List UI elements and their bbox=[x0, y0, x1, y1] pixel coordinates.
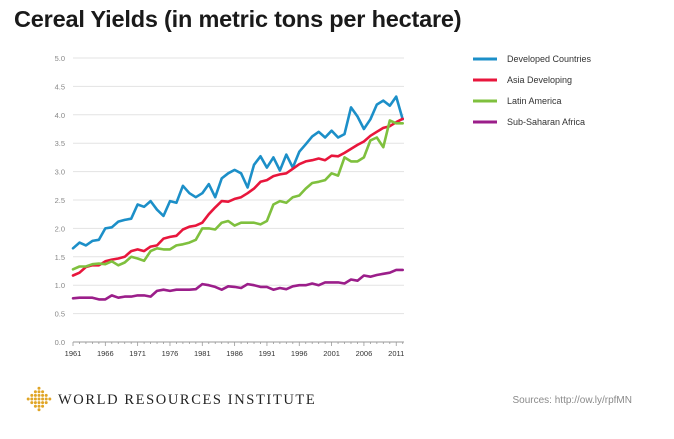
x-tick-label: 2011 bbox=[388, 349, 404, 358]
axes: 0.0 0.5 1.0 1.5 2.0 2.5 3.0 3.5 4.0 4.5 5.0 1961 196… bbox=[55, 54, 405, 358]
cereal-yields-line-chart: 0.0 0.5 1.0 1.5 2.0 2.5 3.0 3.5 4.0 4.5 5.0 1961 196… bbox=[55, 54, 592, 358]
legend-label: Sub-Saharan Africa bbox=[507, 117, 585, 127]
legend-label: Asia Developing bbox=[507, 75, 572, 85]
x-tick-label: 1986 bbox=[226, 349, 243, 358]
y-tick-label: 1.5 bbox=[55, 253, 65, 262]
y-tick-label: 4.5 bbox=[55, 82, 65, 91]
y-tick-label: 4.0 bbox=[55, 111, 65, 120]
y-tick-label: 1.0 bbox=[55, 281, 65, 290]
x-tick-label: 1971 bbox=[129, 349, 146, 358]
series-line-developed-countries bbox=[71, 95, 405, 250]
x-tick-label: 1976 bbox=[162, 349, 179, 358]
gridlines bbox=[73, 57, 404, 343]
series-line-sub-saharan-africa bbox=[71, 268, 405, 301]
x-tick-label: 1991 bbox=[259, 349, 276, 358]
y-tick-label: 2.0 bbox=[55, 224, 65, 233]
x-tick-label: 1961 bbox=[65, 349, 82, 358]
series-line-latin-america bbox=[71, 119, 405, 271]
chart-title: Cereal Yields (in metric tons per hectar… bbox=[14, 6, 462, 32]
x-tick-label: 1996 bbox=[291, 349, 308, 358]
x-tick-label: 1981 bbox=[194, 349, 211, 358]
y-tick-label: 0.0 bbox=[55, 338, 65, 347]
legend: Developed Countries Asia Developing Latin … bbox=[473, 54, 592, 127]
x-tick-label: 2001 bbox=[323, 349, 340, 358]
y-tick-label: 3.0 bbox=[55, 168, 65, 177]
series-line-asia-developing bbox=[71, 117, 405, 277]
y-tick-label: 5.0 bbox=[55, 54, 65, 63]
source-citation[interactable]: Sources: http://ow.ly/rpfMN bbox=[512, 395, 633, 406]
wri-diamond-logo-icon bbox=[26, 386, 52, 412]
y-tick-label: 0.5 bbox=[55, 310, 65, 319]
series-lines bbox=[71, 95, 405, 301]
legend-label: Developed Countries bbox=[507, 54, 592, 64]
legend-label: Latin America bbox=[507, 96, 562, 106]
organization-name: WORLD RESOURCES INSTITUTE bbox=[58, 392, 317, 408]
y-tick-label: 3.5 bbox=[55, 139, 65, 148]
x-tick-label: 1966 bbox=[97, 349, 114, 358]
y-tick-label: 2.5 bbox=[55, 196, 65, 205]
x-tick-label: 2006 bbox=[356, 349, 373, 358]
